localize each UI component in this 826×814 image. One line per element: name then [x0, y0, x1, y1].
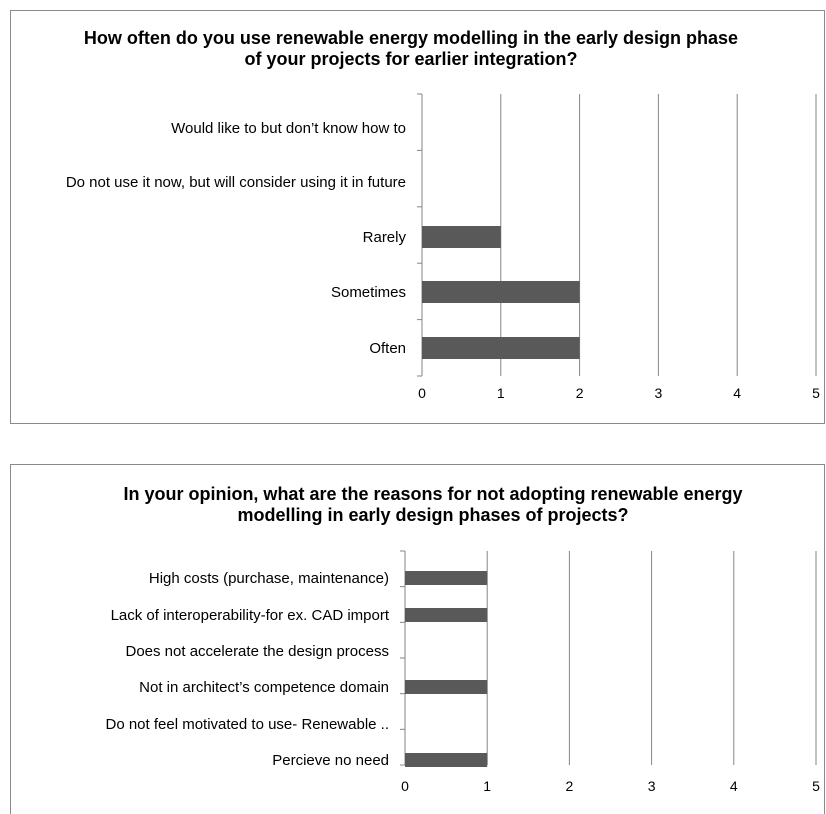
x-tick-label: 0: [418, 385, 426, 401]
chart-title: In your opinion, what are the reasons fo…: [123, 484, 743, 525]
category-label: Do not use it now, but will consider usi…: [65, 173, 406, 191]
x-tick-label: 3: [654, 385, 663, 401]
x-tick-label: 5: [812, 385, 820, 401]
x-tick-label: 0: [401, 778, 409, 794]
plot-area: [417, 93, 817, 377]
category-label: Not in architect’s competence domain: [139, 678, 389, 696]
bar: [422, 337, 580, 359]
x-tick-label: 3: [647, 778, 656, 794]
chart-title: How often do you use renewable energy mo…: [83, 28, 739, 69]
x-tick-label: 2: [575, 385, 584, 401]
category-label: Often: [369, 339, 406, 357]
chart-reasons-not-adopting: In your opinion, what are the reasons fo…: [10, 464, 825, 814]
bar: [405, 571, 488, 585]
bar: [422, 281, 580, 303]
bar: [405, 608, 488, 622]
bar: [422, 226, 501, 248]
category-label: Does not accelerate the design process: [125, 642, 390, 660]
bar: [405, 680, 488, 694]
x-tick-label: 2: [565, 778, 574, 794]
category-label: Would like to but don’t know how to: [171, 119, 406, 137]
chart-often-use: How often do you use renewable energy mo…: [10, 10, 825, 424]
x-tick-label: 1: [496, 385, 505, 401]
x-tick-label: 1: [483, 778, 492, 794]
plot-area: [400, 550, 817, 767]
category-label: Rarely: [362, 228, 406, 246]
x-tick-label: 5: [812, 778, 820, 794]
category-label: High costs (purchase, maintenance): [148, 569, 389, 587]
x-tick-label: 4: [733, 385, 742, 401]
bar: [405, 753, 488, 767]
x-tick-label: 4: [729, 778, 738, 794]
category-label: Percieve no need: [272, 751, 389, 769]
category-label: Do not feel motivated to use- Renewable …: [105, 715, 390, 733]
category-label: Sometimes: [330, 283, 406, 301]
category-label: Lack of interoperability-for ex. CAD imp…: [110, 606, 389, 624]
